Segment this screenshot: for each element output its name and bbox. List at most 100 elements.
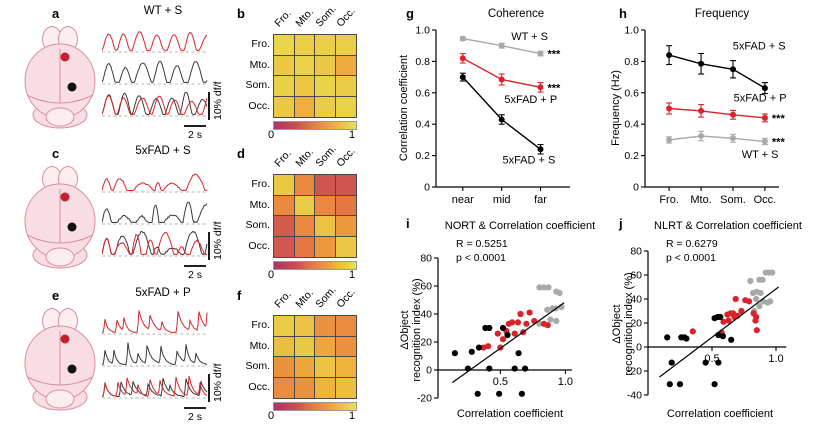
y-tick-label: 0.2 xyxy=(415,150,430,162)
heatmap-cell xyxy=(273,95,296,118)
axes: 0 0.2 0.4 0.6 0.8 1.0 Fro. Mto. Som. Occ. Frequenc… xyxy=(610,8,779,206)
chart-title: NORT & Correlation coefficient xyxy=(445,220,595,232)
heatmap-cell xyxy=(314,376,337,399)
scatter-point xyxy=(664,334,671,341)
trace-red xyxy=(102,94,208,116)
heatmap-col-label: Fro. xyxy=(272,7,294,30)
heatmap-panel-5xfad-s: Fro. Mto. Som. Occ. Fro. Mto. Som. Occ. 0 1 xyxy=(230,142,398,283)
panel-letter-g: g xyxy=(406,6,414,21)
data-point xyxy=(498,116,505,123)
heatmap-cell xyxy=(293,356,316,379)
series-black: 5xFAD + S xyxy=(459,72,555,166)
heatmap-cell xyxy=(314,95,337,118)
scatter-point xyxy=(511,330,518,337)
scale-bars: 10% df/f 2 s xyxy=(184,221,224,281)
significance-marker: *** xyxy=(548,82,562,94)
significance-marker: *** xyxy=(772,137,786,149)
heatmap-cell xyxy=(273,75,296,98)
heatmap-row-label: Occ. xyxy=(248,380,270,393)
y-tick-label: 40 xyxy=(630,294,642,306)
scatter-point xyxy=(689,328,696,335)
series-line xyxy=(462,76,541,150)
heatmap-cell xyxy=(334,376,357,399)
data-point xyxy=(666,52,673,59)
heatmap-col-label: Fro. xyxy=(272,147,294,170)
scatter-point xyxy=(720,318,727,325)
x-axis-label: Correlation coefficient xyxy=(457,408,563,420)
frontal-roi-dot xyxy=(60,192,70,202)
heatmap-cell xyxy=(293,54,316,77)
heatmap-row-label: Mto. xyxy=(249,58,270,71)
frequency-line-chart: 0 0.2 0.4 0.6 0.8 1.0 Fro. Mto. Som. Occ. Frequenc… xyxy=(610,8,787,206)
scatter-point xyxy=(475,344,483,351)
trace-rows xyxy=(102,31,208,117)
y-tick-label: 0.6 xyxy=(415,87,430,99)
data-point xyxy=(730,111,736,118)
data-point xyxy=(761,138,768,145)
data-point xyxy=(666,105,673,112)
heatmap-col-label: Som. xyxy=(313,284,339,311)
panel-title: WT + S xyxy=(143,5,183,17)
heatmap-cell xyxy=(293,75,316,98)
y-tick-label: -20 xyxy=(627,366,642,378)
heatmap-cell xyxy=(334,335,357,358)
heatmap-cell xyxy=(273,376,296,399)
panel-letter-j: j xyxy=(619,216,623,231)
data-point xyxy=(698,60,705,67)
panel-letter-d: d xyxy=(237,146,245,161)
axes: 0 0.2 0.4 0.6 0.8 1.0 near mid far Coherence Corre… xyxy=(398,8,570,206)
trace-red xyxy=(102,375,208,397)
heatmap-col-label: Mto. xyxy=(292,146,316,170)
scatter-point xyxy=(486,324,493,332)
heatmap-cell xyxy=(334,215,357,238)
heatmap-col-label: Som. xyxy=(313,3,339,30)
scatter-point xyxy=(753,295,760,303)
scatter-point xyxy=(547,316,554,323)
series-red: 5xFAD + P *** xyxy=(666,92,787,125)
panel-letter-h: h xyxy=(619,6,627,21)
scatter-point xyxy=(757,289,764,297)
heatmap-col-label: Occ. xyxy=(333,145,358,170)
mouse-brain xyxy=(24,308,96,411)
heatmap-row-label: Mto. xyxy=(249,339,270,352)
occipital-roi-dot xyxy=(67,82,77,92)
y-tick-label: 0.8 xyxy=(624,56,639,68)
heatmap-grid xyxy=(273,174,357,258)
trace-black xyxy=(102,201,208,224)
heatmap-panel-5xfad-p: Fro. Mto. Som. Occ. Fro. Mto. Som. Occ. 0 1 xyxy=(230,283,398,424)
x-tick-label: Mto. xyxy=(690,194,711,206)
data-point xyxy=(537,146,544,153)
series-black: 5xFAD + S xyxy=(666,41,786,95)
stat-p-value: p < 0.0001 xyxy=(456,252,506,264)
y-tick-label: -40 xyxy=(627,390,642,402)
heatmap-cell xyxy=(334,235,357,258)
heatmap-cell xyxy=(273,194,296,217)
scatter-series-black xyxy=(664,313,735,388)
scatter-point xyxy=(451,350,458,357)
panel-letter-i: i xyxy=(406,216,410,231)
heatmap-cell xyxy=(314,335,337,358)
heatmap-row-label: Occ. xyxy=(248,99,270,112)
heatmap-cell xyxy=(293,174,316,197)
panel-letter-a: a xyxy=(52,6,60,21)
series-gray: WT + S*** xyxy=(459,31,561,61)
scatter-point xyxy=(540,284,547,291)
scatter-point xyxy=(717,313,724,321)
scatter-point xyxy=(747,277,754,285)
heatmap-cell xyxy=(334,174,357,197)
trace-red xyxy=(102,310,208,334)
scatter-series-black xyxy=(451,324,529,397)
heatmap-col-label: Mto. xyxy=(292,287,316,311)
x-scale-label: 2 s xyxy=(188,129,202,141)
scatter-point xyxy=(468,348,475,355)
y-tick-label: 20 xyxy=(420,337,432,349)
regression-line xyxy=(451,302,565,384)
y-axis-label-line1: ΔObject xyxy=(611,304,623,343)
y-tick-label: 40 xyxy=(420,309,432,321)
scatter-point xyxy=(683,335,690,342)
y-axis-label-line2: recognition index (%) xyxy=(623,272,635,375)
frontal-roi-dot xyxy=(60,52,70,62)
scatter-series-red xyxy=(689,295,760,336)
data-point xyxy=(761,85,768,92)
